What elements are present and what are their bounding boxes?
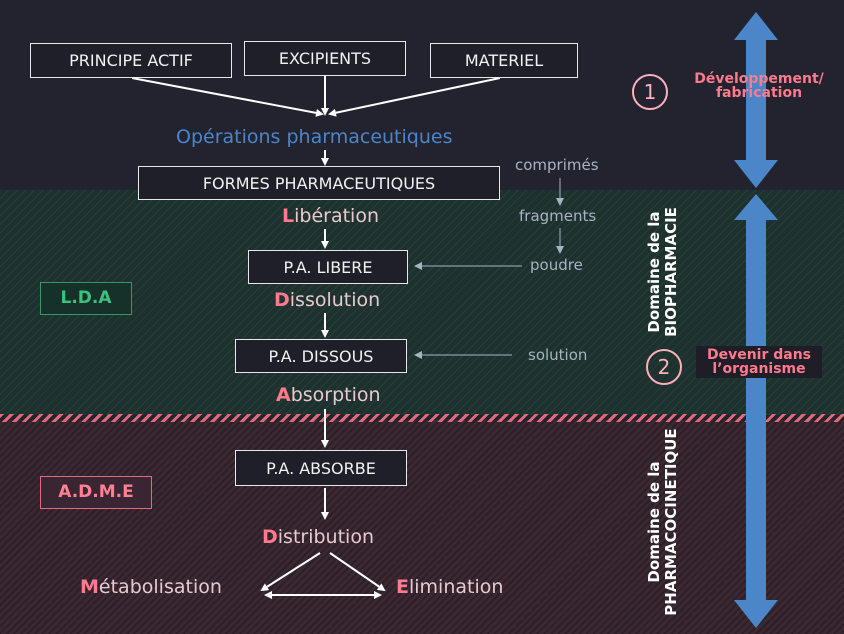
pa-dissous-box: P.A. DISSOUS xyxy=(235,339,407,373)
arrow-to-metabolisation xyxy=(260,552,321,592)
comprimes-label: comprimés xyxy=(515,156,599,174)
elimination-rest: limination xyxy=(408,576,504,598)
distribution-step: Distribution xyxy=(262,526,374,548)
pa-dissous-label: P.A. DISSOUS xyxy=(268,346,374,366)
excipients-box: EXCIPIENTS xyxy=(244,41,406,76)
distribution-rest: istribution xyxy=(277,526,374,548)
pa-absorbe-box: P.A. ABSORBE xyxy=(235,450,407,486)
biopharmacie-zone xyxy=(0,190,844,415)
pharmacocinetique-zone xyxy=(0,420,844,634)
liberation-rest: ibération xyxy=(294,205,379,227)
absorption-step: Absorption xyxy=(276,384,381,406)
biopharmacie-domain-line1: Domaine de la xyxy=(645,211,663,333)
dissolution-rest: issolution xyxy=(289,289,381,311)
phase1-label: Développement/ fabrication xyxy=(684,72,834,100)
phase1-double-arrow xyxy=(734,12,778,188)
fragments-label: fragments xyxy=(519,207,597,225)
pa-absorbe-label: P.A. ABSORBE xyxy=(266,458,376,478)
excipients-label: EXCIPIENTS xyxy=(278,49,372,68)
metabolisation-rest: étabolisation xyxy=(98,576,222,598)
metabolisation-step: Métabolisation xyxy=(80,576,222,598)
principe-actif-box: PRINCIPE ACTIF xyxy=(30,43,232,78)
adme-tag: A.D.M.E xyxy=(40,476,152,509)
phase2-label-line1: Devenir dans xyxy=(706,347,812,363)
zone-divider xyxy=(0,414,844,422)
phase2-number-badge: 2 xyxy=(646,349,682,385)
biopharmacie-domain-line2: BIOPHARMACIE xyxy=(662,207,680,337)
liberation-initial: L xyxy=(282,205,295,227)
materiel-box: MATERIEL xyxy=(430,43,578,78)
phase1-number-badge: 1 xyxy=(632,74,668,110)
operations-label: Opérations pharmaceutiques xyxy=(176,126,453,148)
lda-tag: L.D.A xyxy=(40,282,132,315)
elimination-initial: E xyxy=(396,576,409,598)
pa-libere-label: P.A. LIBERE xyxy=(283,257,373,277)
absorption-rest: bsorption xyxy=(290,384,381,406)
dissolution-step: Dissolution xyxy=(274,289,380,311)
phase2-double-arrow xyxy=(734,194,778,628)
arrow-principe-actif xyxy=(131,77,324,117)
formes-box: FORMES PHARMACEUTIQUES xyxy=(138,166,500,200)
pa-libere-box: P.A. LIBERE xyxy=(248,250,408,284)
pharmacocinetique-domain-label: Domaine de la PHARMACOCINETIQUE xyxy=(645,422,682,622)
metabolisation-initial: M xyxy=(80,576,99,598)
phase2-label-line2: l’organisme xyxy=(712,361,806,377)
distribution-initial: D xyxy=(262,526,278,548)
phase2-label: Devenir dans l’organisme xyxy=(696,346,822,378)
liberation-step: Libération xyxy=(282,205,379,227)
phase1-label-line2: fabrication xyxy=(715,85,803,101)
poudre-label: poudre xyxy=(530,256,583,274)
elimination-step: Elimination xyxy=(396,576,503,598)
arrow-to-elimination xyxy=(329,552,386,592)
solution-label: solution xyxy=(528,346,588,364)
principe-actif-label: PRINCIPE ACTIF xyxy=(69,51,193,70)
materiel-label: MATERIEL xyxy=(464,51,544,70)
dissolution-initial: D xyxy=(274,289,290,311)
pharmacocinetique-domain-line1: Domaine de la xyxy=(645,461,663,583)
arrow-materiel xyxy=(328,77,501,117)
biopharmacie-domain-label: Domaine de la BIOPHARMACIE xyxy=(645,192,682,352)
formes-label: FORMES PHARMACEUTIQUES xyxy=(202,173,436,193)
phase1-label-line1: Développement/ xyxy=(694,71,824,87)
pharmacocinetique-domain-line2: PHARMACOCINETIQUE xyxy=(662,428,680,616)
absorption-initial: A xyxy=(276,384,291,406)
